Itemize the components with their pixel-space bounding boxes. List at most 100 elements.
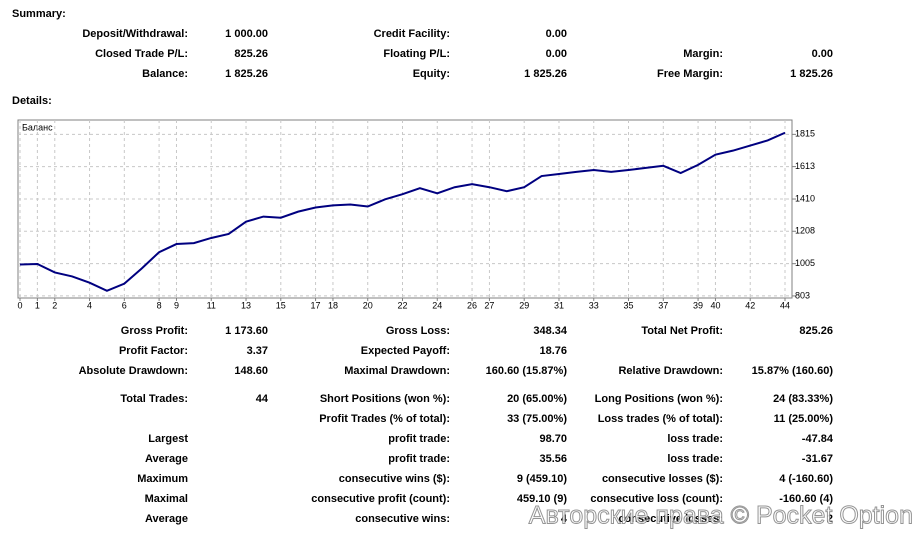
cell-value: 3.37 — [247, 345, 268, 357]
x-tick-label: 40 — [710, 300, 720, 310]
cell-value: 98.70 — [539, 433, 567, 445]
cell-label: consecutive wins ($): — [339, 473, 450, 485]
summary-title: Summary: — [12, 8, 66, 20]
x-tick-label: 20 — [363, 300, 373, 310]
cell-label: profit trade: — [388, 433, 450, 445]
cell-value: 1 173.60 — [225, 325, 268, 337]
cell-value: 9 (459.10) — [517, 473, 567, 485]
cell-label: Maximum — [137, 473, 188, 485]
x-tick-label: 29 — [519, 300, 529, 310]
cell-value: -31.67 — [802, 453, 833, 465]
x-tick-label: 26 — [467, 300, 477, 310]
cell-label: Balance: — [142, 68, 188, 80]
cell-label: Profit Factor: — [119, 345, 188, 357]
x-tick-label: 37 — [658, 300, 668, 310]
x-tick-label: 0 — [17, 300, 22, 310]
cell-label: Relative Drawdown: — [618, 365, 723, 377]
cell-label: loss trade: — [667, 453, 723, 465]
y-tick-label: 1613 — [795, 161, 815, 171]
cell-label: Floating P/L: — [383, 48, 450, 60]
x-tick-label: 33 — [589, 300, 599, 310]
details-title: Details: — [12, 95, 52, 107]
cell-value: 33 (75.00%) — [507, 413, 567, 425]
x-tick-label: 27 — [484, 300, 494, 310]
cell-label: Deposit/Withdrawal: — [82, 28, 188, 40]
cell-label: Absolute Drawdown: — [79, 365, 188, 377]
x-tick-label: 42 — [745, 300, 755, 310]
cell-value: 148.60 — [234, 365, 268, 377]
cell-value: -47.84 — [802, 433, 834, 445]
cell-value: 4 (-160.60) — [779, 473, 833, 485]
x-tick-label: 31 — [554, 300, 564, 310]
cell-label: consecutive loss (count): — [590, 493, 723, 505]
cell-value: 459.10 (9) — [517, 493, 567, 505]
y-tick-label: 1410 — [795, 193, 815, 203]
cell-value: 35.56 — [539, 453, 567, 465]
cell-label: Closed Trade P/L: — [95, 48, 188, 60]
cell-value: 24 (83.33%) — [773, 393, 833, 405]
x-tick-label: 6 — [122, 300, 127, 310]
cell-value: 4 — [561, 513, 568, 525]
watermark: Авторские права © Pocket Option — [529, 502, 913, 530]
x-tick-label: 11 — [207, 300, 216, 310]
cell-label: Total Net Profit: — [641, 325, 723, 337]
cell-label: Maximal — [145, 493, 188, 505]
cell-label: Largest — [148, 433, 188, 445]
cell-label: Average — [145, 513, 188, 525]
cell-label: Average — [145, 453, 188, 465]
x-tick-label: 2 — [52, 300, 57, 310]
cell-label: consecutive wins: — [355, 513, 450, 525]
cell-value: 11 (25.00%) — [774, 413, 834, 425]
x-tick-label: 17 — [311, 300, 321, 310]
cell-label: Total Trades: — [120, 393, 188, 405]
cell-label: Margin: — [683, 48, 723, 60]
cell-label: Credit Facility: — [374, 28, 450, 40]
x-tick-label: 35 — [624, 300, 634, 310]
cell-label: Long Positions (won %): — [595, 393, 723, 405]
cell-value: 1 825.26 — [790, 68, 833, 80]
cell-value: 0.00 — [812, 48, 833, 60]
cell-label: loss trade: — [667, 433, 723, 445]
x-tick-label: 15 — [276, 300, 286, 310]
x-tick-label: 44 — [780, 300, 790, 310]
cell-label: Loss trades (% of total): — [598, 413, 723, 425]
cell-label: Gross Loss: — [386, 325, 450, 337]
chart-frame — [17, 119, 793, 299]
cell-label: consecutive losses ($): — [602, 473, 723, 485]
cell-value: 15.87% (160.60) — [752, 365, 834, 377]
cell-value: 1 825.26 — [524, 68, 567, 80]
y-tick-label: 1208 — [795, 226, 815, 236]
cell-value: 348.34 — [533, 325, 568, 337]
cell-value: -160.60 (4) — [779, 493, 833, 505]
x-tick-label: 1 — [35, 300, 40, 310]
x-tick-label: 9 — [174, 300, 179, 310]
cell-value: 0.00 — [546, 48, 567, 60]
cell-value: 20 (65.00%) — [507, 393, 567, 405]
cell-label: Expected Payoff: — [361, 345, 450, 357]
cell-label: consecutive losses: — [618, 513, 723, 525]
cell-label: Short Positions (won %): — [320, 393, 450, 405]
cell-label: Gross Profit: — [121, 325, 188, 337]
cell-value: 1 825.26 — [225, 68, 268, 80]
cell-value: 1 000.00 — [225, 28, 268, 40]
y-tick-label: 803 — [795, 290, 810, 300]
x-tick-label: 4 — [87, 300, 92, 310]
cell-value: 2 — [827, 513, 833, 525]
balance-line — [19, 131, 786, 292]
cell-label: Profit Trades (% of total): — [319, 413, 450, 425]
cell-value: 825.26 — [799, 325, 833, 337]
cell-value: 160.60 (15.87%) — [486, 365, 568, 377]
cell-label: Equity: — [413, 68, 450, 80]
x-tick-label: 24 — [432, 300, 442, 310]
cell-label: consecutive profit (count): — [311, 493, 450, 505]
cell-value: 44 — [256, 393, 269, 405]
x-tick-label: 22 — [397, 300, 407, 310]
cell-label: profit trade: — [388, 453, 450, 465]
y-tick-label: 1005 — [795, 258, 815, 268]
cell-label: Maximal Drawdown: — [344, 365, 450, 377]
cell-value: 0.00 — [546, 28, 567, 40]
cell-value: 18.76 — [539, 345, 567, 357]
cell-label: Free Margin: — [657, 68, 723, 80]
x-tick-label: 13 — [241, 300, 251, 310]
